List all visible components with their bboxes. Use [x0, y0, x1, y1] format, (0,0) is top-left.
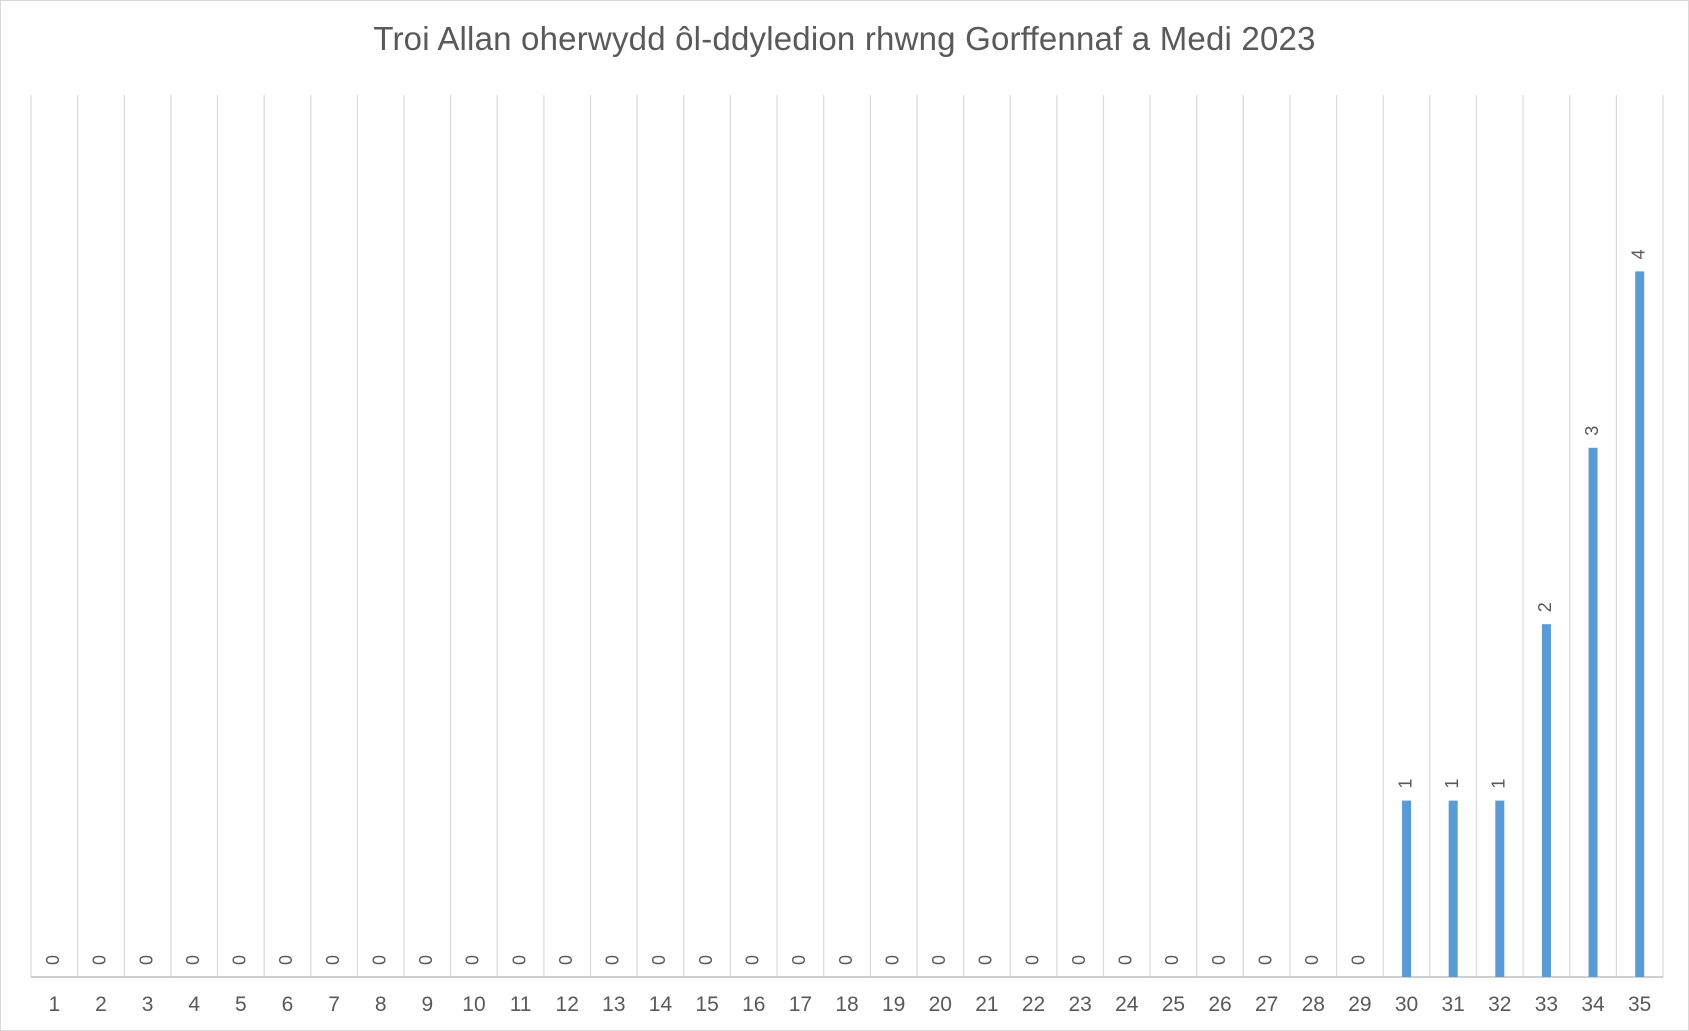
- data-label: 0: [696, 955, 716, 965]
- x-tick-label: 2: [95, 993, 107, 1016]
- x-tick-label: 25: [1162, 993, 1185, 1016]
- x-tick-label: 15: [695, 993, 718, 1016]
- x-tick-label: 16: [742, 993, 765, 1016]
- data-label: 0: [509, 955, 529, 965]
- x-tick-label: 9: [421, 993, 433, 1016]
- data-label: 0: [230, 955, 250, 965]
- data-label: 0: [1116, 955, 1136, 965]
- bar: [1402, 800, 1412, 977]
- x-tick-label: 1: [48, 993, 60, 1016]
- x-tick-label: 5: [235, 993, 247, 1016]
- data-label: 0: [556, 955, 576, 965]
- x-tick-label: 12: [556, 993, 579, 1016]
- x-tick-label: 28: [1302, 993, 1325, 1016]
- data-label: 0: [323, 955, 343, 965]
- data-label: 0: [929, 955, 949, 965]
- x-tick-label: 30: [1395, 993, 1418, 1016]
- data-label: 3: [1582, 426, 1602, 436]
- data-label: 0: [603, 955, 623, 965]
- x-tick-label: 21: [975, 993, 998, 1016]
- data-label: 2: [1535, 602, 1555, 612]
- x-tick-label: 4: [188, 993, 200, 1016]
- data-label: 0: [836, 955, 856, 965]
- data-label: 0: [1209, 955, 1229, 965]
- x-tick-label: 6: [282, 993, 294, 1016]
- bar: [1495, 800, 1505, 977]
- data-label: 4: [1628, 249, 1648, 259]
- data-label: 1: [1489, 779, 1509, 789]
- data-label: 0: [183, 955, 203, 965]
- data-label: 0: [276, 955, 296, 965]
- x-tick-label: 24: [1115, 993, 1139, 1016]
- data-label: 0: [789, 955, 809, 965]
- data-label: 0: [1255, 955, 1275, 965]
- x-tick-label: 18: [835, 993, 858, 1016]
- bar: [1448, 800, 1458, 977]
- data-label: 1: [1442, 779, 1462, 789]
- x-tick-label: 26: [1208, 993, 1231, 1016]
- x-tick-label: 32: [1488, 993, 1511, 1016]
- x-tick-label: 31: [1441, 993, 1464, 1016]
- data-label: 0: [136, 955, 156, 965]
- data-label: 0: [882, 955, 902, 965]
- x-tick-label: 19: [882, 993, 905, 1016]
- x-tick-label: 8: [375, 993, 387, 1016]
- x-tick-label: 3: [142, 993, 154, 1016]
- bar: [1635, 271, 1645, 977]
- x-tick-label: 33: [1535, 993, 1558, 1016]
- x-tick-label: 27: [1255, 993, 1278, 1016]
- x-tick-label: 20: [929, 993, 952, 1016]
- x-tick-label: 35: [1628, 993, 1651, 1016]
- x-tick-label: 29: [1348, 993, 1371, 1016]
- data-label: 0: [1069, 955, 1089, 965]
- data-label: 0: [1022, 955, 1042, 965]
- data-label: 0: [416, 955, 436, 965]
- x-tick-label: 34: [1581, 993, 1605, 1016]
- x-tick-label: 13: [602, 993, 625, 1016]
- data-label: 0: [1162, 955, 1182, 965]
- data-label: 0: [1349, 955, 1369, 965]
- x-tick-label: 11: [510, 993, 532, 1016]
- x-tick-label: 14: [649, 993, 673, 1016]
- bar: [1541, 624, 1551, 977]
- data-label: 0: [1302, 955, 1322, 965]
- chart-title: Troi Allan oherwydd ôl-ddyledion rhwng G…: [373, 20, 1316, 57]
- data-label: 0: [742, 955, 762, 965]
- x-tick-label: 22: [1022, 993, 1045, 1016]
- data-label: 0: [90, 955, 110, 965]
- data-label: 0: [649, 955, 669, 965]
- data-label: 1: [1395, 779, 1415, 789]
- data-label: 0: [976, 955, 996, 965]
- x-tick-label: 7: [328, 993, 340, 1016]
- x-tick-label: 10: [462, 993, 485, 1016]
- x-tick-label: 17: [789, 993, 812, 1016]
- data-label: 0: [43, 955, 63, 965]
- bar: [1588, 447, 1598, 977]
- data-label: 0: [369, 955, 389, 965]
- x-tick-label: 23: [1068, 993, 1091, 1016]
- data-label: 0: [463, 955, 483, 965]
